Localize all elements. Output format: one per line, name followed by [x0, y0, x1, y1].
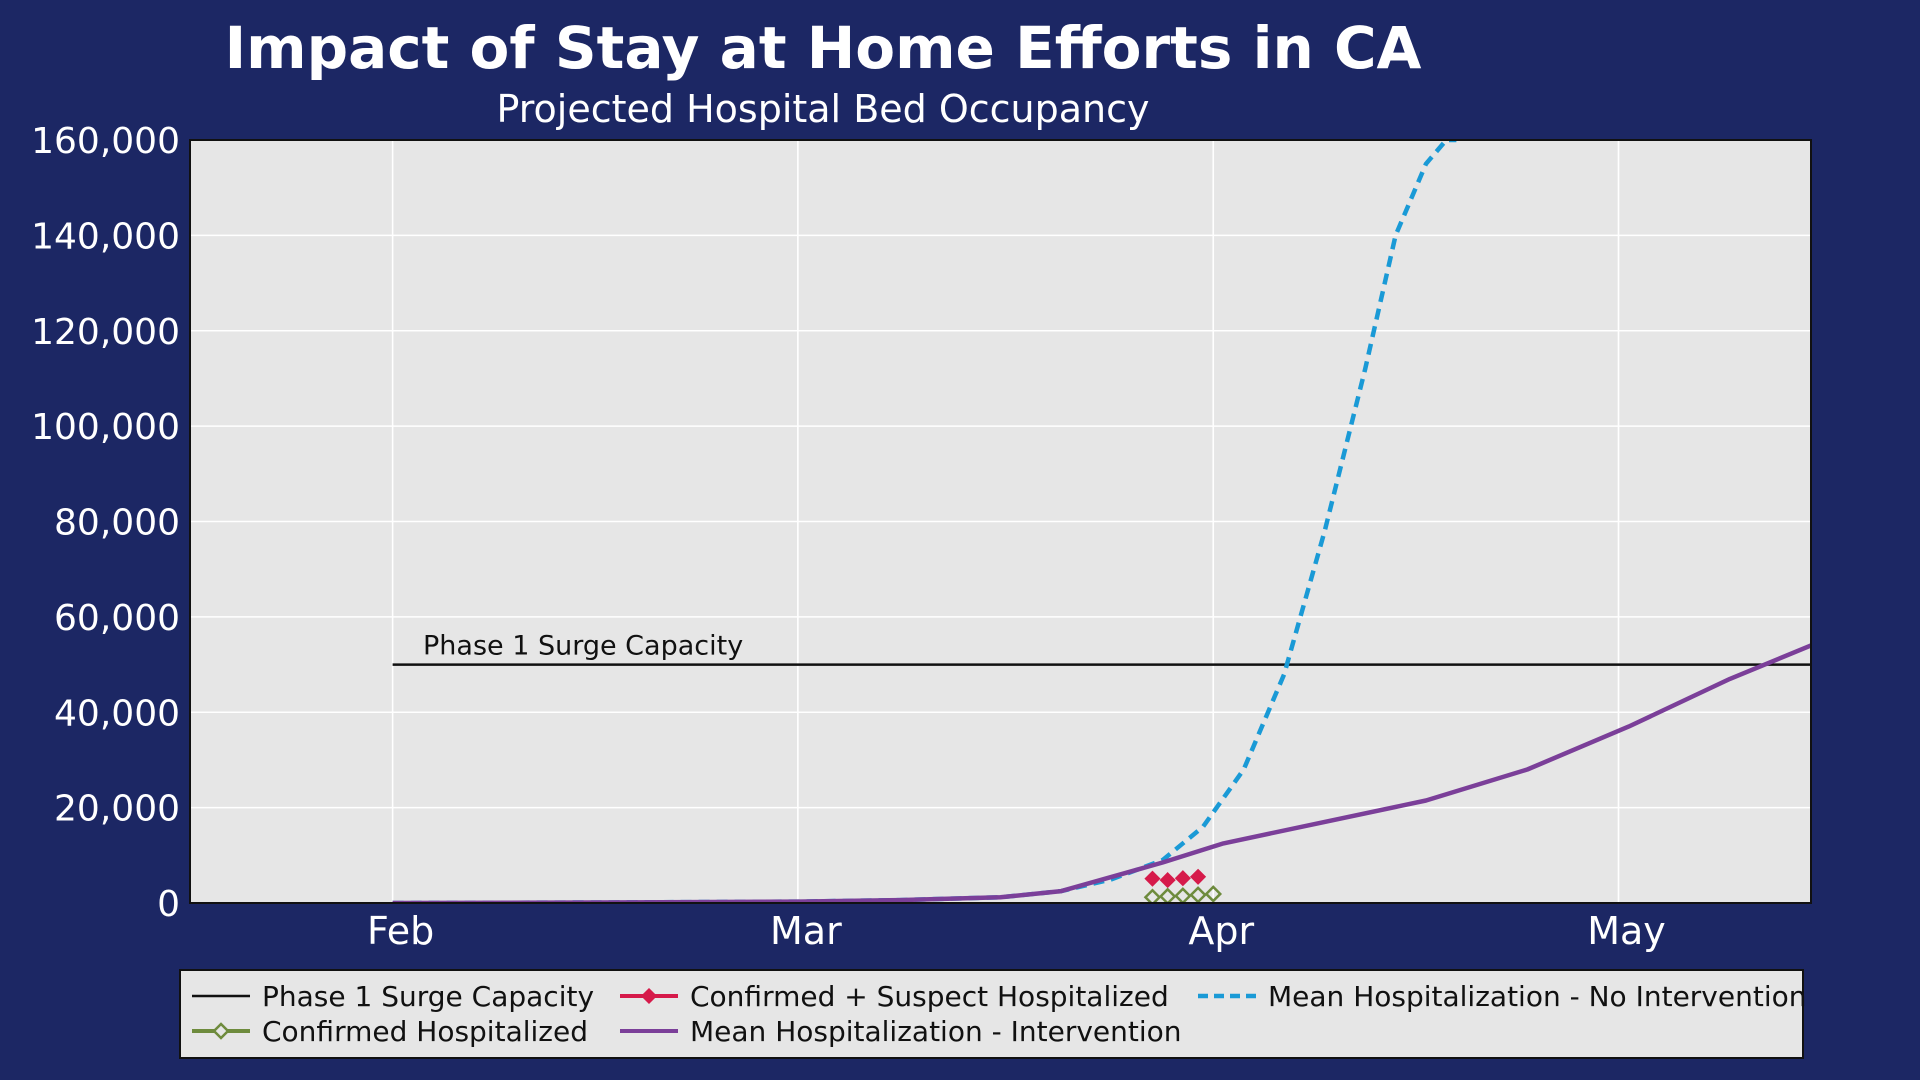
- data-point-confirmed-suspect-hospitalized: [1159, 872, 1176, 889]
- series-line-mean-hospitalization-intervention: [392, 643, 1811, 903]
- legend-label-confirmed-hospitalized: Confirmed Hospitalized: [262, 1015, 588, 1048]
- legend-label-mean-hospitalization-no-intervention: Mean Hospitalization - No Intervention: [1268, 980, 1806, 1013]
- data-point-confirmed-hospitalized: [1189, 886, 1207, 903]
- data-point-confirmed-hospitalized: [1143, 888, 1162, 903]
- y-tick-label: 60,000: [54, 598, 180, 639]
- data-point-confirmed-suspect-hospitalized: [1189, 868, 1207, 885]
- legend: Phase 1 Surge Capacity Confirmed + Suspec…: [179, 969, 1806, 1059]
- y-tick-label: 0: [157, 884, 180, 925]
- data-point-confirmed-hospitalized: [1158, 887, 1177, 903]
- y-tick-label: 120,000: [31, 312, 180, 353]
- legend-label-phase-1-surge-capacity: Phase 1 Surge Capacity: [262, 980, 594, 1013]
- legend-label-mean-hospitalization-intervention: Mean Hospitalization - Intervention: [690, 1015, 1182, 1048]
- x-tick-label: Apr: [1188, 909, 1254, 953]
- y-tick-label: 80,000: [54, 503, 180, 544]
- legend-box: [179, 969, 1804, 1059]
- plot-area: 0 20,000 40,000 60,000 80,000 100,000 120,000 1…: [31, 121, 1812, 953]
- annotation-label: Phase 1 Surge Capacity: [423, 631, 743, 662]
- y-tick-label: 140,000: [31, 216, 180, 257]
- data-point-confirmed-suspect-hospitalized: [1144, 870, 1161, 887]
- x-tick-label: Mar: [770, 909, 842, 953]
- y-tick-label: 20,000: [54, 789, 180, 830]
- plot-border: [189, 139, 1812, 904]
- chart-subtitle: Projected Hospital Bed Occupancy: [496, 87, 1149, 131]
- chart-title: Impact of Stay at Home Efforts in CA: [225, 14, 1422, 82]
- y-tick-label: 40,000: [54, 693, 180, 734]
- legend-marker-confirmed-hospitalized: [212, 1022, 230, 1040]
- legend-marker-confirmed-suspect-hospitalized: [640, 987, 658, 1005]
- legend-label-confirmed-suspect-hospitalized: Confirmed + Suspect Hospitalized: [690, 980, 1169, 1013]
- series-group: [392, 140, 1811, 903]
- y-tick-label: 100,000: [31, 407, 180, 448]
- data-point-confirmed-suspect-hospitalized: [1174, 870, 1191, 887]
- x-tick-label: Feb: [367, 909, 434, 953]
- data-point-confirmed-hospitalized: [1204, 885, 1223, 903]
- y-tick-label: 160,000: [31, 121, 180, 162]
- x-tick-label: May: [1587, 909, 1666, 953]
